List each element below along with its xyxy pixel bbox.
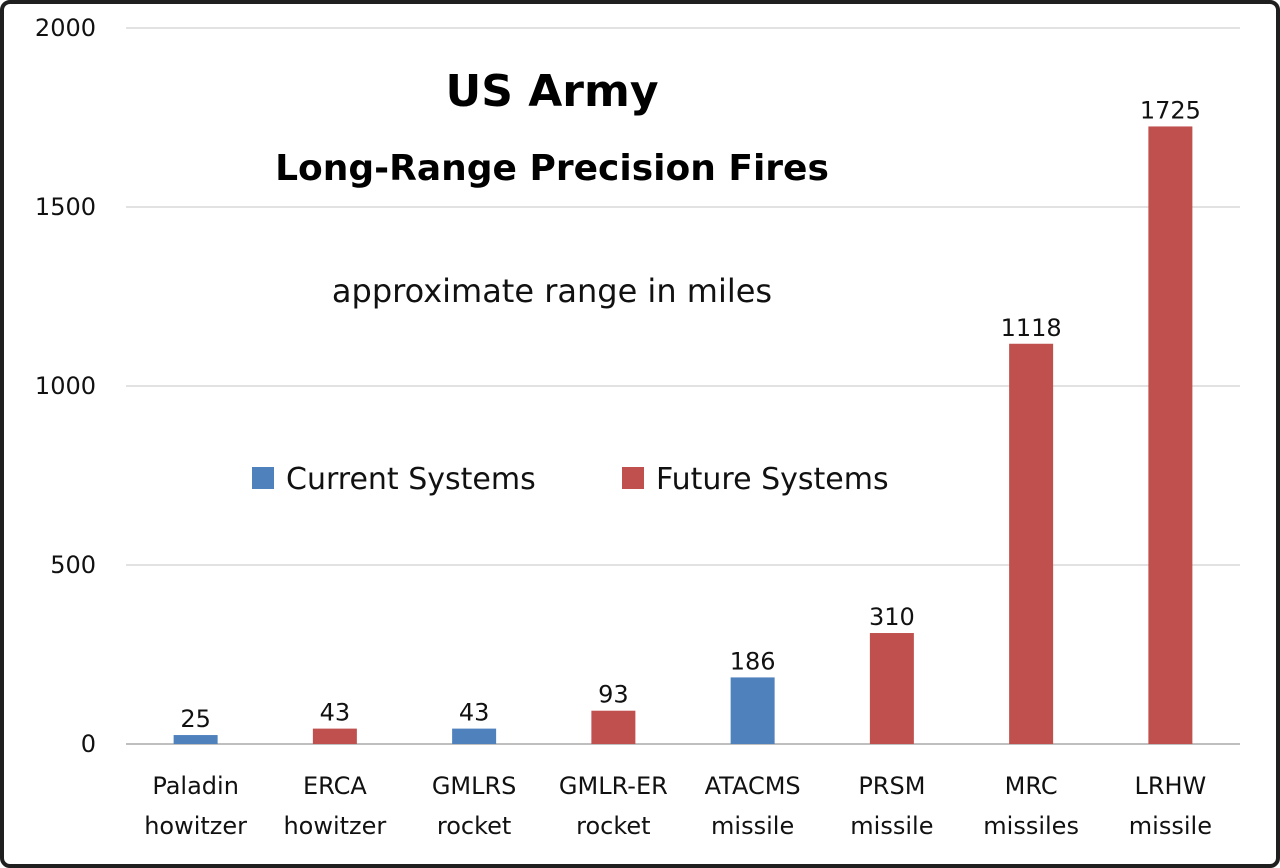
category-label-line2: howitzer (144, 812, 247, 840)
y-tick-label: 0 (81, 730, 96, 758)
data-labels: 25 43 43 93 186 310 1118 1725 (180, 96, 1201, 733)
bar-mrc (1009, 343, 1054, 744)
chart-subtitle: Long-Range Precision Fires (275, 148, 829, 189)
bar-gmlrs (452, 728, 497, 744)
data-label-prsm: 310 (869, 603, 915, 631)
category-label-line1: MRC (1005, 772, 1058, 800)
bar-prsm (869, 633, 914, 744)
data-label-lrhw: 1725 (1140, 96, 1201, 124)
category-label-line1: GMLR-ER (559, 772, 668, 800)
bar-lrhw (1148, 126, 1193, 744)
bar-atacms (730, 677, 775, 744)
y-tick-label: 500 (50, 551, 96, 579)
y-tick-label: 1000 (35, 372, 96, 400)
y-axis-ticks: 0 500 1000 1500 2000 (35, 14, 96, 758)
bars (173, 126, 1193, 744)
category-label-line2: howitzer (283, 812, 386, 840)
data-label-mrc: 1118 (1001, 314, 1062, 342)
category-labels: Paladin howitzer ERCA howitzer GMLRS rocket GM… (144, 772, 1212, 840)
data-label-paladin: 25 (180, 705, 211, 733)
legend-label-future: Future Systems (656, 462, 889, 497)
bar-erca (312, 728, 357, 744)
category-label-line1: PRSM (858, 772, 925, 800)
category-label-line1: ATACMS (705, 772, 801, 800)
category-label-line1: GMLRS (432, 772, 517, 800)
y-tick-label: 1500 (35, 193, 96, 221)
chart-annotation: approximate range in miles (332, 272, 772, 310)
data-label-erca: 43 (320, 699, 351, 727)
legend-swatch-future (622, 467, 644, 489)
bar-gmlr-er (591, 710, 636, 744)
category-label-line2: missiles (983, 812, 1079, 840)
legend: Current Systems Future Systems (252, 462, 889, 497)
y-tick-label: 2000 (35, 14, 96, 42)
category-label-line1: Paladin (152, 772, 239, 800)
gridlines (126, 27, 1240, 745)
data-label-atacms: 186 (730, 647, 776, 675)
category-label-line1: LRHW (1134, 772, 1206, 800)
category-label-line2: missile (1129, 812, 1212, 840)
category-label-line2: missile (850, 812, 933, 840)
category-label-line2: rocket (437, 812, 511, 840)
category-label-line2: rocket (576, 812, 650, 840)
bar-paladin (173, 735, 218, 744)
category-label-line2: missile (711, 812, 794, 840)
data-label-gmlr-er: 93 (598, 681, 629, 709)
data-label-gmlrs: 43 (459, 699, 490, 727)
legend-swatch-current (252, 467, 274, 489)
legend-label-current: Current Systems (286, 462, 536, 497)
chart-title: US Army (445, 66, 658, 117)
category-label-line1: ERCA (303, 772, 367, 800)
